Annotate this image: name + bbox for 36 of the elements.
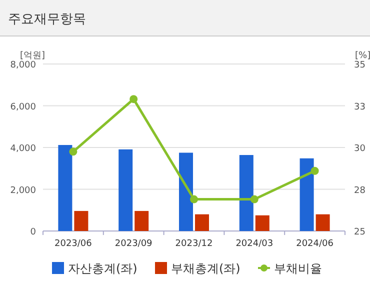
y2-tick-label: 33 xyxy=(354,102,366,112)
point xyxy=(130,95,138,104)
point xyxy=(310,166,319,175)
bar xyxy=(58,144,72,231)
y2-tick-label: 28 xyxy=(354,186,366,196)
y-axis-title: [억원] xyxy=(20,51,46,61)
y2-tick-label: 35 xyxy=(354,60,366,70)
bar xyxy=(134,210,149,231)
bar xyxy=(118,149,133,231)
y-tick-label: 0 xyxy=(30,228,36,238)
x-tick-label: 2024/03 xyxy=(236,239,274,249)
x-tick-label: 2023/06 xyxy=(54,239,92,249)
y2-axis-title: [%] xyxy=(355,51,370,61)
y-tick-label: 8,000 xyxy=(10,60,36,70)
point xyxy=(69,148,78,156)
legend-label: 부채총계(좌) xyxy=(171,262,240,276)
bar xyxy=(195,214,209,231)
bar xyxy=(255,215,270,231)
legend-label: 자산총계(좌) xyxy=(68,262,138,276)
point xyxy=(250,195,258,204)
point xyxy=(190,195,198,204)
x-tick-label: 2023/12 xyxy=(175,239,213,249)
y2-tick-label: 30 xyxy=(354,144,366,154)
x-tick-label: 2024/06 xyxy=(296,239,334,249)
bar xyxy=(239,155,254,231)
bar xyxy=(300,158,314,231)
legend-label: 부채비율 xyxy=(274,262,322,276)
y2-tick-label: 25 xyxy=(354,228,366,238)
bar xyxy=(316,214,330,231)
bar xyxy=(74,210,88,231)
bar xyxy=(179,152,193,231)
y-tick-label: 2,000 xyxy=(10,186,36,196)
x-tick-label: 2023/09 xyxy=(114,239,153,249)
chart-title: 주요재무항목 xyxy=(8,12,86,27)
y-tick-label: 6,000 xyxy=(10,102,36,112)
y-tick-label: 4,000 xyxy=(10,144,36,154)
